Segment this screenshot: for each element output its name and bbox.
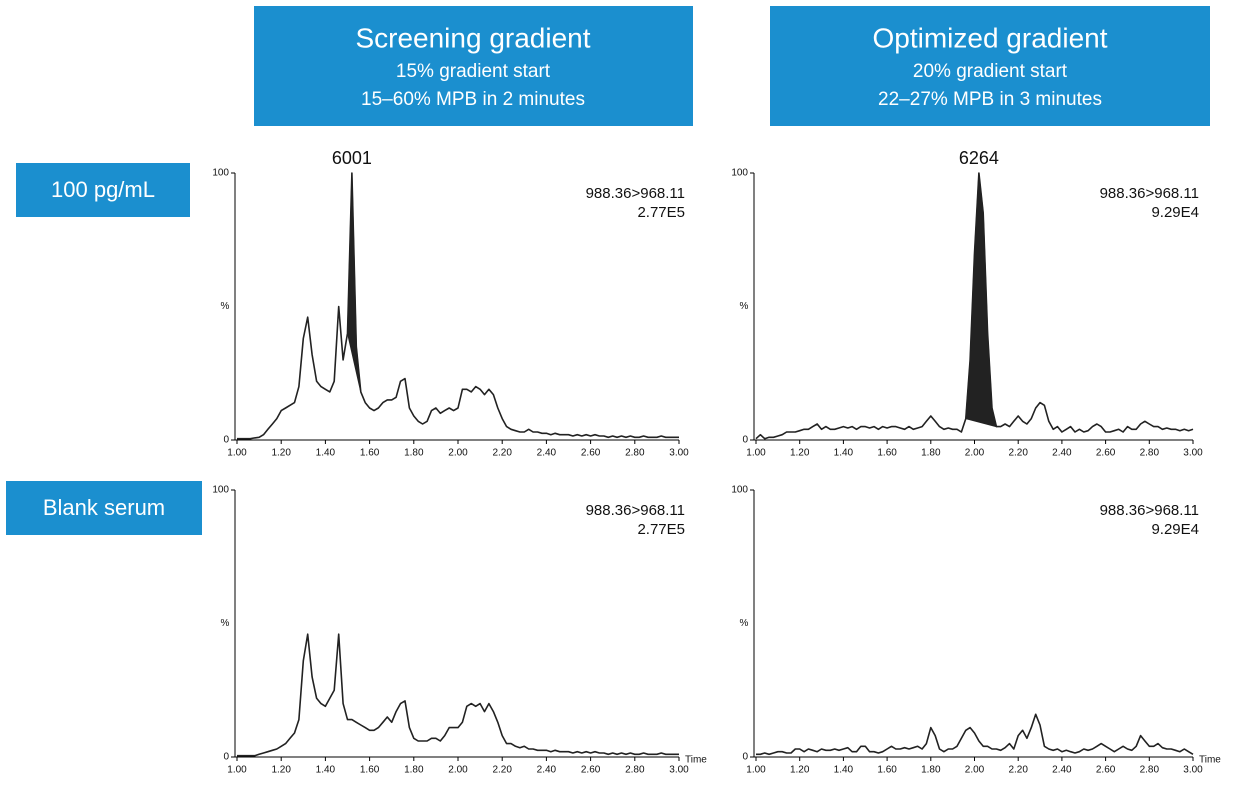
header-line: 22–27% MPB in 3 minutes [878,89,1102,110]
y-tick-label: 0 [742,752,748,763]
x-tick-label: 1.40 [834,448,854,459]
x-tick-label: 2.00 [965,448,985,459]
header-title: Screening gradient [355,22,590,53]
chromatogram-line [755,172,1194,440]
header-line: 15% gradient start [396,61,551,82]
x-tick-label: 2.00 [965,765,985,776]
intensity-label: 9.29E4 [1151,521,1199,538]
row-label: 100 pg/mL [51,177,155,202]
chromatogram-line [756,713,1194,756]
x-tick-label: 1.60 [877,448,897,459]
row-label: Blank serum [43,495,165,520]
integrated-peak [965,172,998,428]
y-axis-label: % [221,301,230,312]
x-tick-label: 2.00 [448,448,468,459]
peak-label: 6264 [959,148,999,168]
x-tick-label: 2.40 [1052,765,1072,776]
x-tick-label: 2.80 [1140,448,1160,459]
x-tick-label: 2.60 [1096,765,1116,776]
x-tick-label: 2.40 [537,448,557,459]
x-tick-label: 2.60 [581,448,601,459]
header-line: 15–60% MPB in 2 minutes [361,89,585,110]
x-tick-label: 1.00 [227,765,247,776]
chromatogram-line [237,633,679,757]
intensity-label: 9.29E4 [1151,204,1199,221]
transition-label: 988.36>968.11 [1100,185,1199,202]
x-tick-label: 1.80 [921,765,941,776]
header-box [770,6,1210,126]
header-line: 20% gradient start [913,61,1068,82]
y-axis-label: % [221,618,230,629]
x-tick-label: 2.20 [1008,765,1028,776]
x-tick-label: 1.00 [746,765,766,776]
x-tick-label: 1.20 [790,448,810,459]
x-tick-label: 1.20 [271,448,291,459]
x-tick-label: 1.00 [746,448,766,459]
x-axis-label: Time [1199,755,1221,766]
x-tick-label: 1.60 [360,765,380,776]
y-tick-label: 100 [731,168,748,179]
y-tick-label: 100 [212,485,229,496]
y-tick-label: 100 [212,168,229,179]
x-tick-label: 1.60 [877,765,897,776]
y-tick-label: 0 [223,435,229,446]
header-title: Optimized gradient [872,22,1107,53]
x-tick-label: 1.00 [227,448,247,459]
intensity-label: 2.77E5 [637,521,685,538]
x-tick-label: 3.00 [669,765,689,776]
transition-label: 988.36>968.11 [1100,502,1199,519]
x-tick-label: 1.80 [404,448,424,459]
x-axis-label: Time [685,755,707,766]
x-tick-label: 2.60 [1096,448,1116,459]
x-tick-label: 2.60 [581,765,601,776]
y-tick-label: 0 [742,435,748,446]
y-axis-label: % [740,301,749,312]
row-label-box [16,163,190,217]
y-axis-label: % [740,618,749,629]
header-box [254,6,693,126]
x-tick-label: 1.60 [360,448,380,459]
x-tick-label: 1.40 [316,448,336,459]
peak-label: 6001 [332,148,372,168]
chromatogram-line [237,172,679,440]
x-tick-label: 3.00 [1183,765,1203,776]
row-label-box [6,481,202,535]
y-tick-label: 0 [223,752,229,763]
x-tick-label: 1.20 [271,765,291,776]
x-tick-label: 3.00 [669,448,689,459]
x-tick-label: 2.20 [492,765,512,776]
intensity-label: 2.77E5 [637,204,685,221]
x-tick-label: 2.00 [448,765,468,776]
transition-label: 988.36>968.11 [586,502,685,519]
x-tick-label: 2.80 [625,765,645,776]
x-tick-label: 2.20 [492,448,512,459]
y-tick-label: 100 [731,485,748,496]
x-tick-label: 1.80 [404,765,424,776]
x-tick-label: 2.40 [537,765,557,776]
x-tick-label: 1.40 [834,765,854,776]
x-tick-label: 1.20 [790,765,810,776]
x-tick-label: 1.40 [316,765,336,776]
x-tick-label: 3.00 [1183,448,1203,459]
x-tick-label: 2.20 [1008,448,1028,459]
transition-label: 988.36>968.11 [586,185,685,202]
x-tick-label: 2.80 [625,448,645,459]
x-tick-label: 2.40 [1052,448,1072,459]
x-tick-label: 2.80 [1140,765,1160,776]
x-tick-label: 1.80 [921,448,941,459]
